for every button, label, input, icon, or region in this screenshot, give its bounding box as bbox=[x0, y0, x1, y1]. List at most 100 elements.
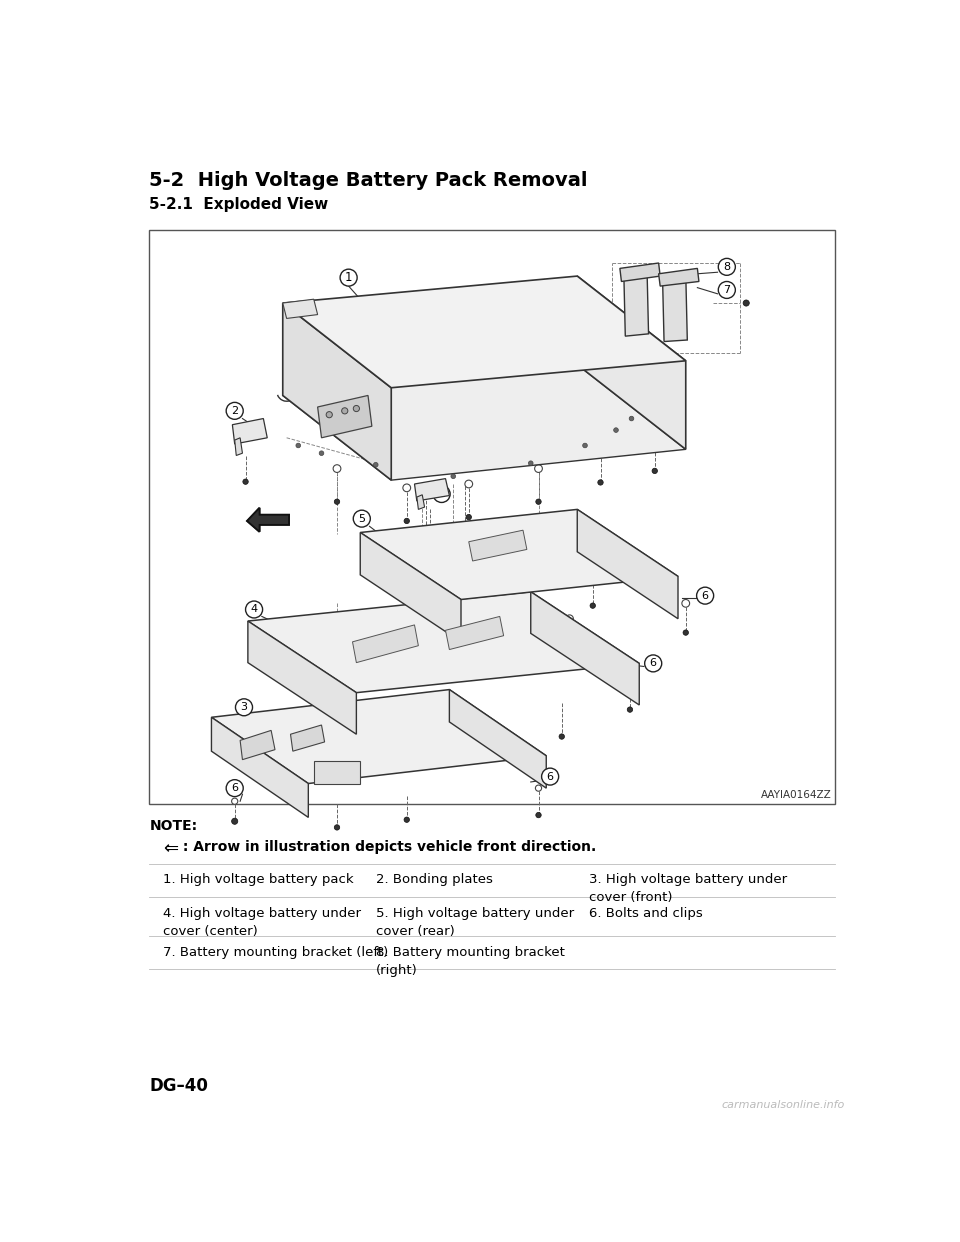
Text: AAYIA0164ZZ: AAYIA0164ZZ bbox=[760, 790, 831, 800]
Polygon shape bbox=[240, 730, 275, 760]
Polygon shape bbox=[620, 263, 660, 282]
Polygon shape bbox=[248, 621, 356, 734]
Circle shape bbox=[231, 818, 238, 825]
Circle shape bbox=[340, 270, 357, 286]
Circle shape bbox=[342, 407, 348, 414]
Circle shape bbox=[718, 282, 735, 298]
Circle shape bbox=[520, 622, 526, 627]
Text: 6: 6 bbox=[650, 658, 657, 668]
Polygon shape bbox=[232, 419, 267, 443]
Text: 7: 7 bbox=[723, 284, 731, 294]
Text: 5: 5 bbox=[358, 514, 366, 524]
Polygon shape bbox=[531, 591, 639, 705]
Circle shape bbox=[246, 601, 263, 619]
Circle shape bbox=[590, 602, 595, 609]
Polygon shape bbox=[283, 276, 685, 388]
Text: 6. Bolts and clips: 6. Bolts and clips bbox=[588, 908, 703, 920]
Circle shape bbox=[426, 553, 434, 561]
Circle shape bbox=[629, 416, 634, 421]
Circle shape bbox=[252, 761, 259, 769]
Circle shape bbox=[466, 514, 471, 520]
Polygon shape bbox=[445, 616, 504, 650]
Polygon shape bbox=[415, 478, 449, 501]
Circle shape bbox=[536, 812, 541, 817]
Circle shape bbox=[536, 785, 541, 791]
Circle shape bbox=[404, 817, 410, 822]
Polygon shape bbox=[417, 494, 424, 509]
Circle shape bbox=[227, 402, 243, 420]
Circle shape bbox=[243, 479, 249, 484]
Circle shape bbox=[333, 465, 341, 472]
Text: 6: 6 bbox=[702, 591, 708, 601]
Circle shape bbox=[482, 748, 487, 753]
Circle shape bbox=[613, 427, 618, 432]
Polygon shape bbox=[283, 299, 318, 318]
Circle shape bbox=[596, 446, 605, 453]
Text: : Arrow in illustration depicts vehicle front direction.: : Arrow in illustration depicts vehicle … bbox=[179, 841, 596, 854]
Circle shape bbox=[496, 538, 504, 545]
Circle shape bbox=[450, 637, 456, 643]
Polygon shape bbox=[291, 725, 324, 751]
Polygon shape bbox=[283, 303, 392, 481]
Circle shape bbox=[296, 443, 300, 448]
Text: 3. High voltage battery under
cover (front): 3. High voltage battery under cover (fro… bbox=[588, 873, 787, 904]
Circle shape bbox=[319, 451, 324, 456]
Circle shape bbox=[451, 474, 456, 478]
Text: 8: 8 bbox=[723, 262, 731, 272]
Circle shape bbox=[633, 277, 638, 283]
Polygon shape bbox=[247, 508, 289, 532]
Text: carmanualsonline.info: carmanualsonline.info bbox=[721, 1100, 844, 1110]
Circle shape bbox=[404, 518, 410, 524]
Text: 6: 6 bbox=[231, 784, 238, 794]
Circle shape bbox=[535, 465, 542, 472]
Circle shape bbox=[651, 433, 659, 442]
Circle shape bbox=[333, 741, 341, 750]
Circle shape bbox=[565, 615, 573, 622]
Circle shape bbox=[635, 322, 641, 328]
Polygon shape bbox=[247, 508, 289, 532]
Circle shape bbox=[626, 674, 634, 683]
Text: 3: 3 bbox=[241, 702, 248, 713]
Text: 5. High voltage battery under
cover (rear): 5. High voltage battery under cover (rea… bbox=[375, 908, 574, 939]
Circle shape bbox=[682, 600, 689, 607]
Polygon shape bbox=[211, 689, 546, 784]
Circle shape bbox=[227, 780, 243, 796]
Circle shape bbox=[231, 799, 238, 805]
Text: 1. High voltage battery pack: 1. High voltage battery pack bbox=[162, 873, 353, 886]
Polygon shape bbox=[577, 276, 685, 450]
Circle shape bbox=[528, 461, 533, 466]
Circle shape bbox=[683, 630, 688, 636]
Circle shape bbox=[334, 499, 340, 504]
Polygon shape bbox=[468, 530, 527, 561]
Text: 4: 4 bbox=[251, 605, 257, 615]
Circle shape bbox=[645, 655, 661, 672]
Circle shape bbox=[318, 648, 325, 656]
Text: 2: 2 bbox=[231, 406, 238, 416]
Circle shape bbox=[598, 479, 603, 486]
Circle shape bbox=[718, 258, 735, 276]
Polygon shape bbox=[659, 268, 699, 286]
Circle shape bbox=[627, 707, 633, 713]
Circle shape bbox=[396, 766, 401, 771]
Circle shape bbox=[550, 530, 558, 538]
Text: 5-2  High Voltage Battery Pack Removal: 5-2 High Voltage Battery Pack Removal bbox=[150, 170, 588, 190]
Polygon shape bbox=[577, 509, 678, 619]
Text: DG–40: DG–40 bbox=[150, 1077, 208, 1095]
Circle shape bbox=[673, 327, 680, 333]
Circle shape bbox=[536, 499, 541, 504]
Polygon shape bbox=[662, 273, 687, 342]
Polygon shape bbox=[360, 533, 461, 642]
Circle shape bbox=[465, 481, 472, 488]
Circle shape bbox=[373, 462, 378, 467]
Polygon shape bbox=[211, 718, 308, 817]
Polygon shape bbox=[624, 268, 649, 337]
Circle shape bbox=[743, 301, 750, 306]
Circle shape bbox=[411, 626, 419, 635]
Polygon shape bbox=[283, 365, 685, 481]
Text: 7. Battery mounting bracket (left): 7. Battery mounting bracket (left) bbox=[162, 946, 388, 959]
Circle shape bbox=[353, 510, 371, 527]
Circle shape bbox=[660, 378, 665, 384]
Circle shape bbox=[427, 534, 433, 539]
Circle shape bbox=[559, 734, 564, 739]
Polygon shape bbox=[318, 395, 372, 437]
